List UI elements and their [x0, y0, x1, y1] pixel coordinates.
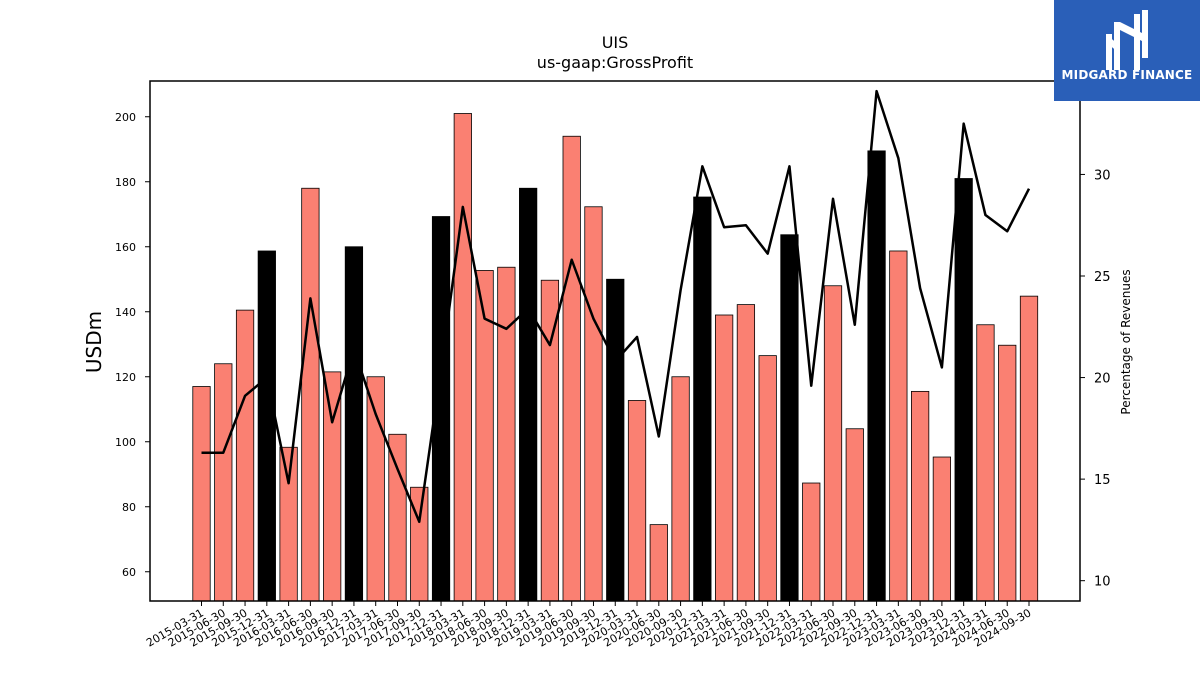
bar-2021-06-30: [736, 304, 756, 602]
y-tick-label: 60: [122, 566, 136, 579]
bar-2020-03-31: [627, 400, 647, 602]
bar-2015-06-30: [214, 363, 233, 602]
bar-2019-12-31: [606, 278, 625, 602]
bar-2023-06-30: [911, 390, 930, 602]
bar-2020-06-30: [649, 524, 668, 602]
midgard-finance-logo: MIDGARD FINANCE: [1054, 0, 1200, 101]
y2-tick-label: 20: [1094, 372, 1111, 387]
y2-tick-label: 30: [1094, 168, 1111, 183]
bar-2022-12-31: [867, 150, 886, 602]
bar-2021-09-30: [758, 355, 777, 602]
y-tick-label: 200: [115, 111, 136, 124]
bar-2024-03-31: [976, 324, 995, 602]
chart-subtitle: us-gaap:GrossProfit: [537, 53, 693, 72]
bar-series: [192, 113, 1039, 602]
y2-axis-label: Percentage of Revenues: [1119, 269, 1133, 414]
bar-2016-12-31: [344, 246, 364, 602]
bar-2022-09-30: [845, 428, 864, 602]
y2-tick-label: 15: [1094, 473, 1111, 488]
y2-tick-label: 10: [1094, 575, 1111, 590]
bar-2020-09-30: [671, 376, 690, 602]
bar-2023-03-31: [889, 250, 908, 602]
y-tick-label: 120: [115, 371, 136, 384]
bar-2021-12-31: [780, 234, 799, 602]
bar-2024-06-30: [998, 344, 1017, 602]
y-axis-label: USDm: [82, 311, 106, 373]
y-tick-label: 140: [115, 306, 136, 319]
bar-2015-12-31: [257, 250, 276, 602]
bar-2023-12-31: [954, 178, 973, 602]
bar-2016-03-31: [279, 446, 298, 602]
bar-2015-09-30: [235, 309, 255, 602]
logo-mark-icon: [1106, 10, 1148, 70]
y-tick-label: 180: [115, 176, 136, 189]
bar-2019-09-30: [584, 206, 603, 602]
bar-2019-06-30: [562, 135, 581, 602]
y-tick-label: 80: [122, 501, 136, 514]
right-y-axis: 10 15 20 25 30: [1080, 168, 1111, 590]
logo-text: MIDGARD FINANCE: [1061, 68, 1193, 82]
bar-2022-06-30: [823, 285, 843, 602]
bar-2021-03-31: [715, 314, 734, 602]
percentage-line: [201, 89, 1031, 524]
y2-tick-label: 25: [1094, 270, 1111, 285]
bar-2023-09-30: [932, 456, 951, 602]
bar-2016-09-30: [323, 371, 342, 602]
x-axis: 2015-03-312015-06-302015-09-302015-12-31…: [144, 601, 1034, 650]
bar-2017-06-30: [388, 433, 407, 602]
bar-2018-06-30: [475, 270, 494, 602]
left-y-axis: 60 80 100 120 140 160 180 200: [115, 111, 150, 579]
bar-2018-12-31: [519, 187, 538, 602]
bar-2019-03-31: [540, 279, 560, 602]
bar-2018-09-30: [497, 266, 516, 602]
bar-2016-06-30: [301, 187, 320, 602]
bar-2018-03-31: [453, 113, 472, 602]
y-tick-label: 160: [115, 241, 136, 254]
y-tick-label: 100: [115, 436, 136, 449]
bar-2020-12-31: [693, 196, 712, 602]
bar-2022-03-31: [802, 482, 821, 602]
chart-title: UIS: [602, 33, 629, 52]
bar-2024-09-30: [1019, 295, 1039, 602]
bar-2015-03-31: [192, 386, 211, 602]
